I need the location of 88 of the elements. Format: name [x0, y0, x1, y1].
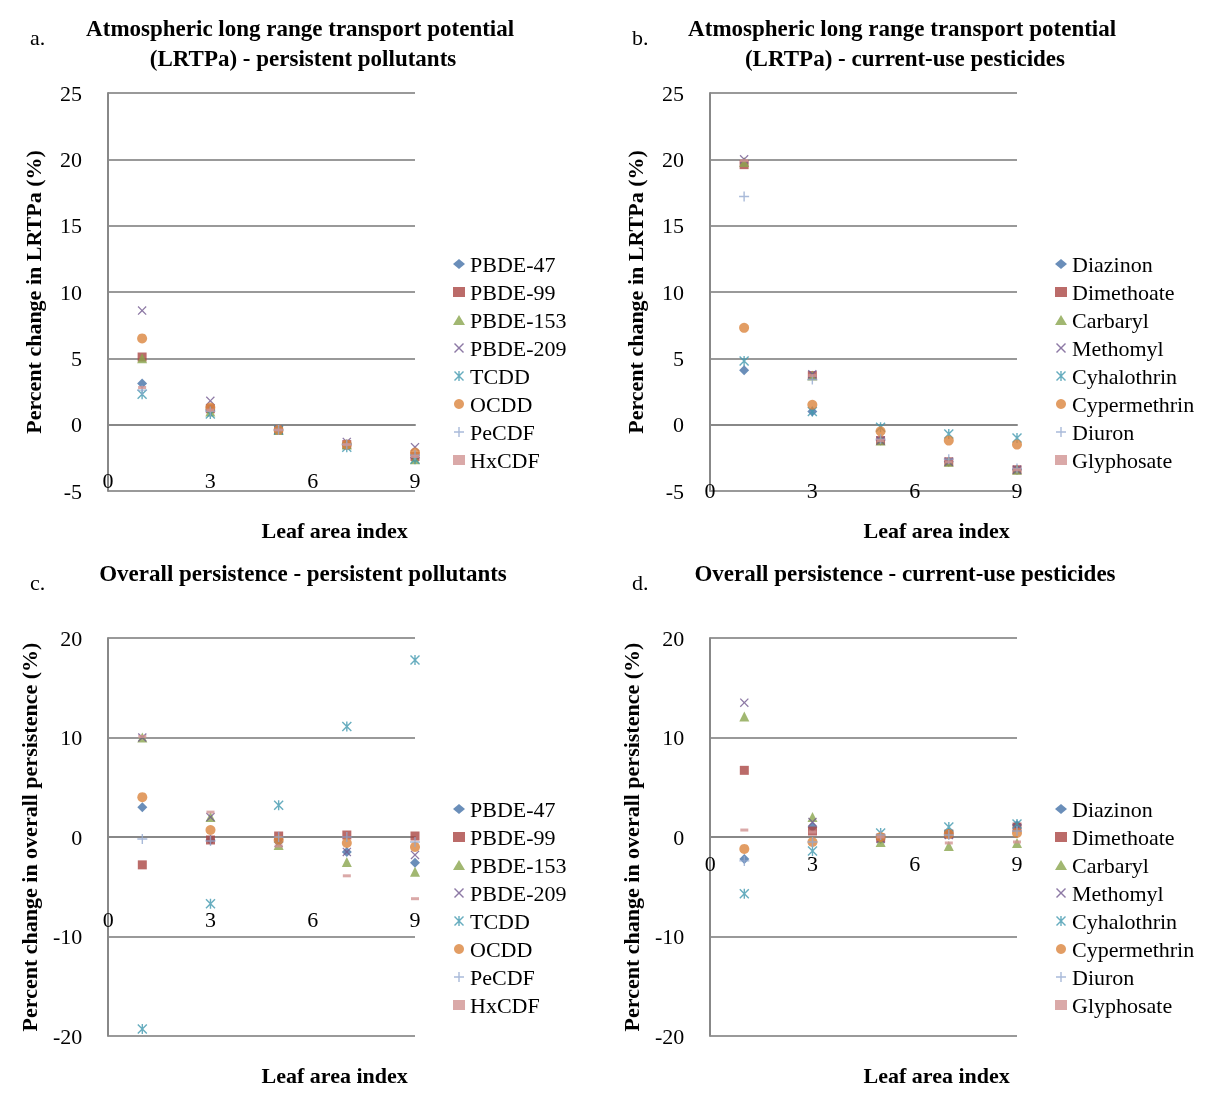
y-tick-label: 10 [60, 279, 82, 305]
y-tick-label: -10 [52, 924, 83, 949]
chart-title: Overall persistence - current-use pesticides [694, 560, 1116, 586]
x-tick-label: 3 [806, 478, 818, 504]
x-tick-label: 9 [1011, 851, 1023, 877]
legend-label: PBDE-153 [470, 852, 567, 878]
legend-label: Glyphosate [1072, 447, 1173, 473]
y-tick-label: -5 [63, 478, 82, 504]
y-tick-label: 20 [60, 146, 82, 172]
x-axis-title: Leaf area index [863, 1062, 1010, 1088]
x-tick-label: 9 [1011, 478, 1023, 504]
legend-label: OCDD [470, 391, 533, 417]
chart-title: Atmospheric long range transport potential (LRTPa) - persistent pollutants [86, 15, 520, 71]
x-tick-label: 9 [409, 467, 421, 493]
legend-label: Dimethoate [1072, 279, 1175, 305]
x-axis-title: Leaf area index [261, 517, 408, 543]
legend-label: Carbaryl [1072, 852, 1149, 878]
legend-label: Cyhalothrin [1072, 908, 1178, 934]
chart-title: Overall persistence - persistent pollutants [99, 560, 507, 586]
x-tick-label: 9 [409, 907, 421, 933]
x-tick-label: 6 [307, 907, 319, 933]
legend-label: PBDE-99 [470, 824, 556, 850]
legend-label: Dimethoate [1072, 824, 1175, 850]
x-axis-title: Leaf area index [261, 1062, 408, 1088]
text: d. [632, 569, 649, 595]
legend-label: Cyhalothrin [1072, 363, 1178, 389]
legend-label: TCDD [470, 908, 530, 934]
y-tick-label: 15 [662, 213, 684, 239]
legend-label: PBDE-209 [470, 335, 567, 361]
y-tick-label: 0 [673, 824, 685, 850]
legend-label: Diazinon [1072, 251, 1153, 277]
y-tick-label: -20 [654, 1023, 685, 1049]
legend-label: Methomyl [1072, 335, 1164, 361]
y-tick-label: 5 [71, 345, 82, 371]
text: b. [632, 24, 649, 50]
y-tick-label: 0 [71, 824, 83, 850]
x-tick-label: 6 [909, 851, 921, 877]
y-tick-label: 25 [662, 80, 684, 106]
legend-label: Carbaryl [1072, 307, 1149, 333]
y-tick-label: 25 [60, 80, 82, 106]
x-tick-label: 0 [102, 907, 114, 933]
legend-label: PBDE-47 [470, 796, 556, 822]
legend-label: HxCDF [470, 992, 540, 1018]
legend-label: TCDD [470, 363, 530, 389]
legend-label: PBDE-209 [470, 880, 567, 906]
y-tick-label: 20 [662, 625, 685, 651]
legend-label: Diazinon [1072, 796, 1153, 822]
text: c. [30, 569, 46, 595]
legend-label: Cypermethrin [1072, 936, 1195, 962]
legend-label: Diuron [1072, 964, 1135, 990]
legend-label: Methomyl [1072, 880, 1164, 906]
y-tick-label: 5 [673, 345, 684, 371]
y-axis-title: Percent change in overall persistence (%) [16, 642, 42, 1032]
legend-label: PBDE-99 [470, 279, 556, 305]
x-axis-title: Leaf area index [863, 517, 1010, 543]
y-tick-label: 0 [71, 412, 82, 438]
y-tick-label: 10 [662, 279, 684, 305]
x-tick-label: 6 [307, 467, 319, 493]
legend-label: Cypermethrin [1072, 391, 1195, 417]
x-tick-label: 3 [204, 467, 216, 493]
y-tick-label: 15 [60, 213, 82, 239]
legend-label: Diuron [1072, 419, 1135, 445]
legend-label: Glyphosate [1072, 992, 1173, 1018]
y-axis-title: Percent change in LRTPa (%) [622, 150, 648, 434]
legend-label: OCDD [470, 936, 533, 962]
y-tick-label: 20 [60, 625, 83, 651]
x-tick-label: 6 [909, 478, 921, 504]
y-tick-label: 10 [662, 725, 685, 750]
x-tick-label: 3 [806, 851, 818, 877]
x-tick-label: 0 [102, 467, 114, 493]
legend-label: PBDE-153 [470, 307, 567, 333]
x-tick-label: 0 [704, 478, 716, 504]
y-tick-label: -5 [665, 478, 684, 504]
y-tick-label: 0 [673, 412, 684, 438]
text: a. [30, 24, 46, 50]
y-axis-title: Percent change in LRTPa (%) [20, 150, 46, 434]
y-tick-label: 10 [60, 725, 83, 750]
x-tick-label: 3 [204, 907, 216, 933]
chart-title: Atmospheric long range transport potential (LRTPa) - current-use pesticides [688, 15, 1122, 71]
legend-label: PBDE-47 [470, 251, 556, 277]
x-tick-label: 0 [704, 851, 716, 877]
y-tick-label: -20 [52, 1023, 83, 1049]
legend-label: PeCDF [470, 419, 535, 445]
y-axis-title: Percent change in overall persistence (%) [618, 642, 644, 1032]
legend-label: PeCDF [470, 964, 535, 990]
legend-label: HxCDF [470, 447, 540, 473]
y-tick-label: 20 [662, 146, 684, 172]
y-tick-label: -10 [654, 924, 685, 949]
